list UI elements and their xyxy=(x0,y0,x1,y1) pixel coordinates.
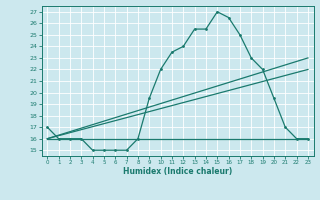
X-axis label: Humidex (Indice chaleur): Humidex (Indice chaleur) xyxy=(123,167,232,176)
